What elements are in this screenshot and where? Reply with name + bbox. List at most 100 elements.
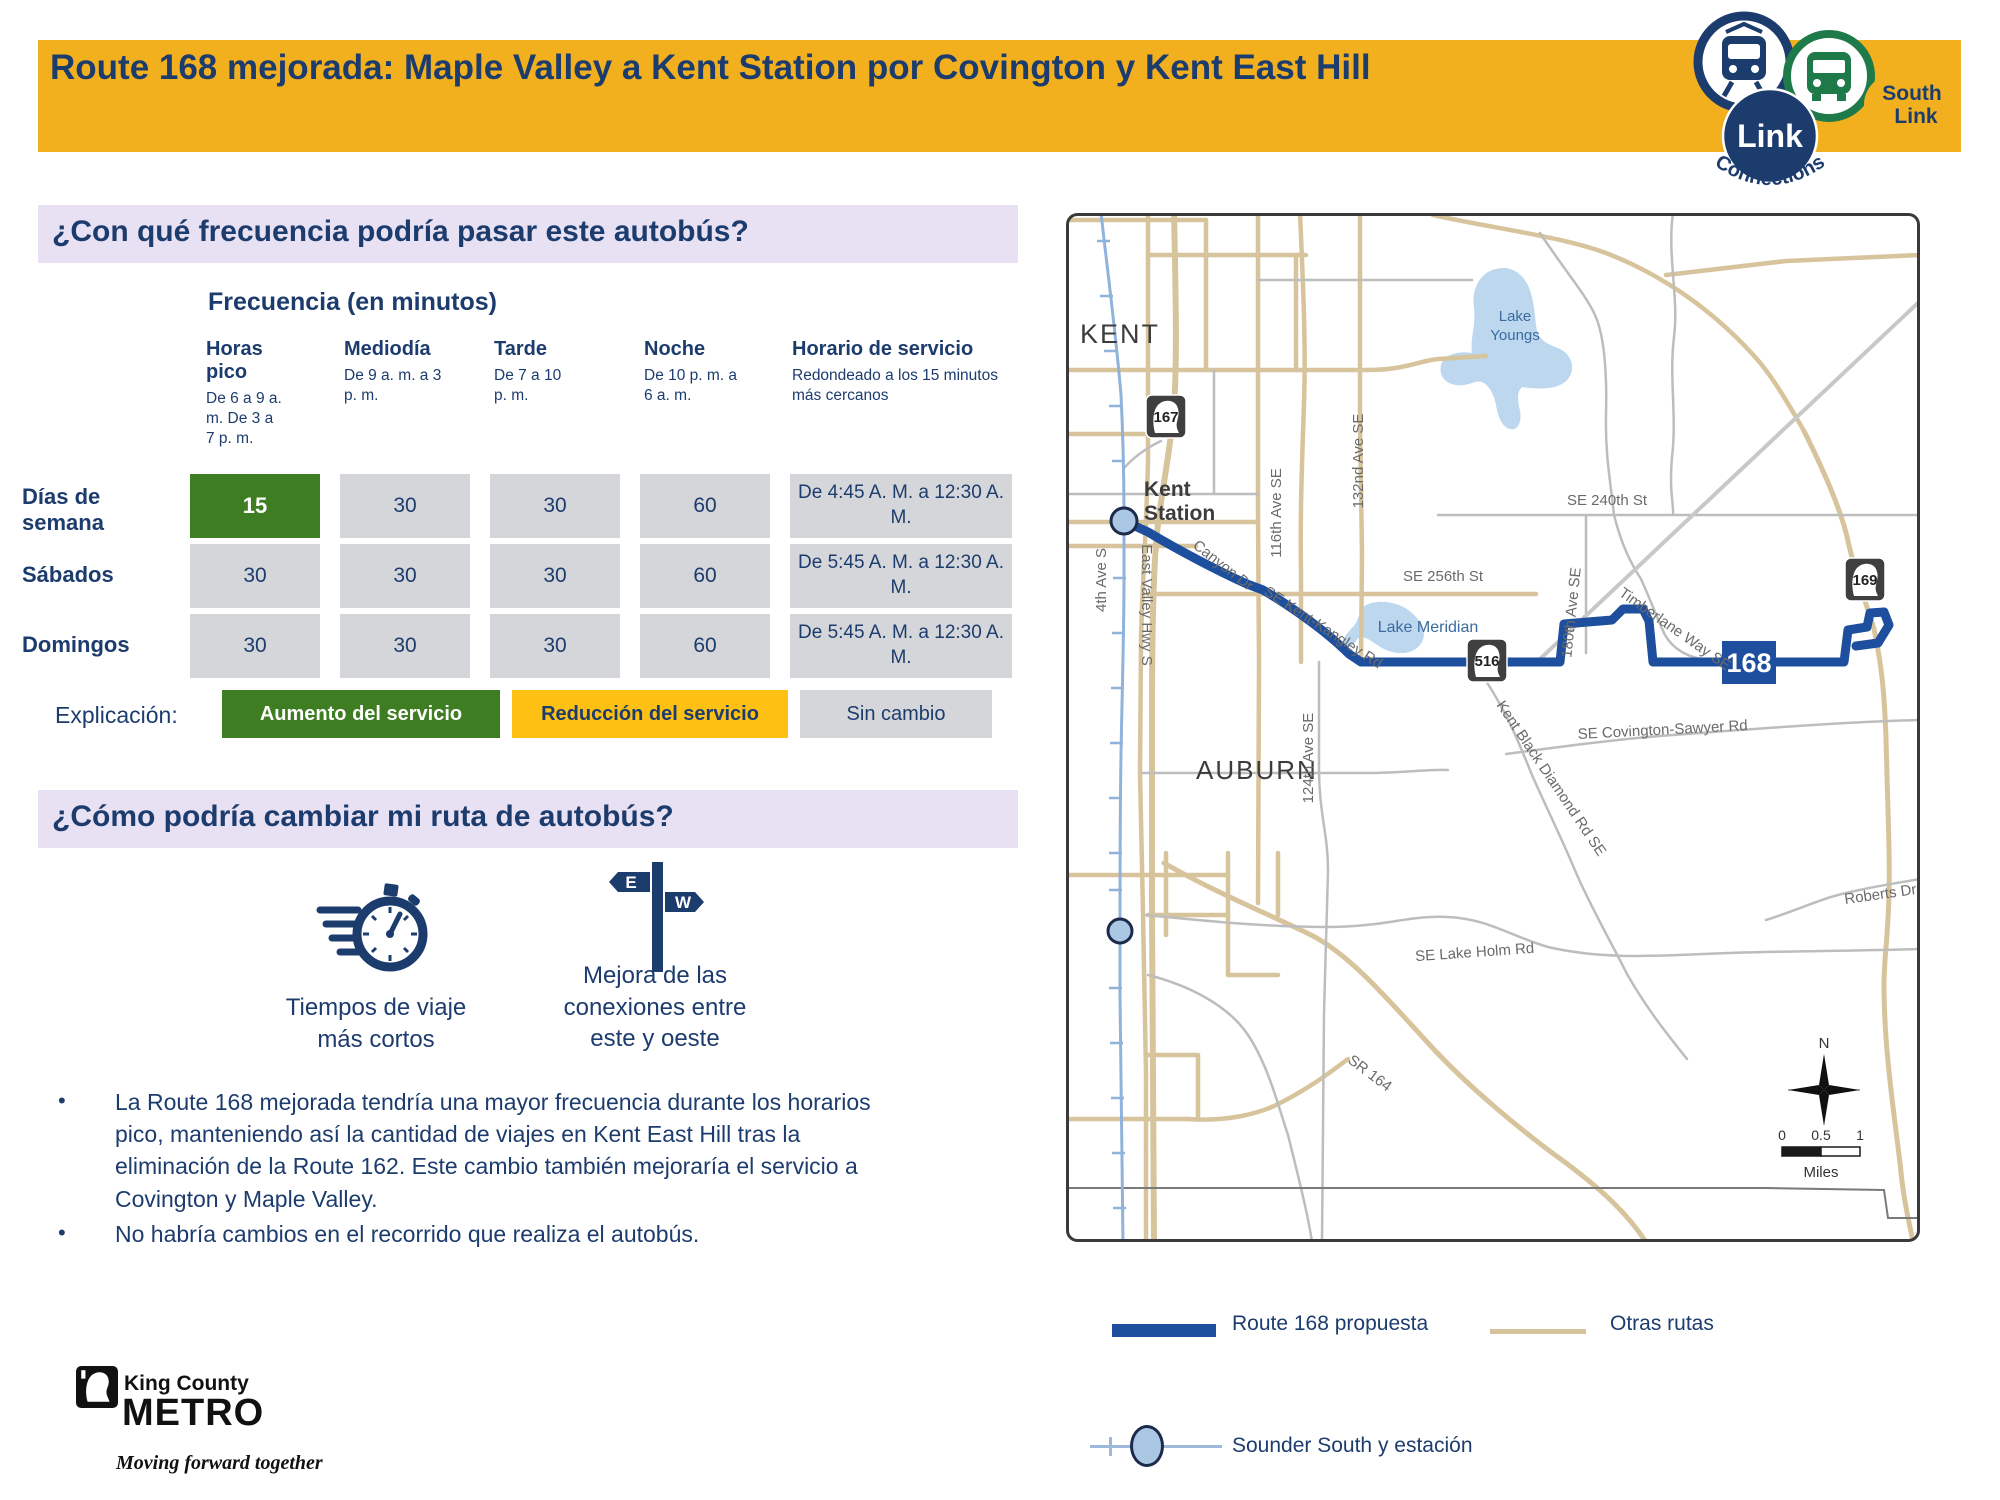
frequency-table-title: Frecuencia (en minutos) <box>208 288 497 316</box>
table-cell: 30 <box>340 474 470 538</box>
map-background <box>1067 214 1919 1241</box>
stopwatch-icon <box>316 883 428 972</box>
note-item: • No habría cambios en el recorrido que … <box>58 1218 890 1250</box>
svg-text:0: 0 <box>1778 1127 1786 1143</box>
header-banner <box>38 40 1961 152</box>
column-header-afternoon: Tarde De 7 a 10 p. m. <box>494 338 562 405</box>
legend-increase: Aumento del servicio <box>222 690 500 738</box>
route-168-swatch <box>1112 1324 1216 1337</box>
city-label-kent: KENT <box>1080 319 1160 349</box>
table-cell: 30 <box>340 614 470 678</box>
bus-icon <box>1783 30 1875 122</box>
map-legend-sounder-label: Sounder South y estación <box>1232 1434 1473 1457</box>
compass-north-label: N <box>1819 1035 1830 1052</box>
highway-shield-516: 516 <box>1466 638 1508 683</box>
boundary-line <box>1067 1187 1919 1219</box>
sounder-station-circle <box>1130 1425 1164 1467</box>
road-label-132nd: 132nd Ave SE <box>1350 414 1367 509</box>
table-cell: 60 <box>640 544 770 608</box>
row-label-weekdays: Días de semana <box>22 484 104 536</box>
sounder-station-symbol <box>1090 1424 1230 1470</box>
road-label-240th: SE 240th St <box>1567 492 1648 509</box>
frequency-heading: ¿Con qué frecuencia podría pasar este au… <box>52 215 749 248</box>
highway-18-road <box>1538 299 1919 661</box>
benefit-caption-travel-times: Tiempos de viaje más cortos <box>285 994 467 1053</box>
road-label-4th-ave: 4th Ave S <box>1093 548 1110 612</box>
lake-youngs-label-1: Lake <box>1499 308 1532 325</box>
svg-text:Miles: Miles <box>1803 1164 1838 1181</box>
south-link-text-1: South <box>1882 82 1941 105</box>
link-badge: Link <box>1721 87 1819 185</box>
kent-station-marker <box>1109 506 1139 536</box>
road-label-256th: SE 256th St <box>1403 568 1484 585</box>
route-map: 167 169 516 168 KENT AUBURN Kent Station <box>1066 213 1920 1242</box>
column-header-span: Horario de servicio Redondeado a los 15 … <box>792 338 998 405</box>
table-cell: 30 <box>490 544 620 608</box>
svg-text:0.5: 0.5 <box>1811 1127 1831 1143</box>
svg-text:516: 516 <box>1474 653 1499 670</box>
table-cell: 30 <box>190 544 320 608</box>
legend-label: Explicación: <box>55 702 178 728</box>
road-label-116th: 116th Ave SE <box>1268 468 1285 558</box>
city-label-auburn: AUBURN <box>1196 755 1318 785</box>
row-label-sundays: Domingos <box>22 632 130 657</box>
link-text: Link <box>1737 118 1803 154</box>
legend-no-change: Sin cambio <box>800 690 992 738</box>
svg-text:167: 167 <box>1153 409 1178 426</box>
table-cell: 30 <box>340 544 470 608</box>
road-label-124th: 124th Ave SE <box>1300 713 1317 804</box>
king-county-label: King County <box>124 1372 249 1395</box>
west-sign <box>665 892 704 912</box>
bullet-icon: • <box>58 1220 66 1245</box>
changes-section-heading-bar: ¿Cómo podría cambiar mi ruta de autobús? <box>38 790 1018 848</box>
legend-reduction: Reducción del servicio <box>512 690 788 738</box>
column-header-midday: Mediodía De 9 a. m. a 3 p. m. <box>344 338 442 405</box>
lake-meridian-label: Lake Meridian <box>1378 619 1479 636</box>
table-cell: 60 <box>640 474 770 538</box>
sounder-tick <box>1109 1437 1112 1456</box>
metro-label: METRO <box>122 1392 265 1434</box>
scale-bar: 0 0.5 1 Miles <box>1778 1127 1864 1181</box>
row-label-saturdays: Sábados <box>22 562 114 587</box>
table-cell: 30 <box>190 614 320 678</box>
map-roads-other <box>1067 214 1919 1241</box>
route-168-badge: 168 <box>1722 641 1776 684</box>
table-cell: 60 <box>640 614 770 678</box>
svg-text:168: 168 <box>1726 648 1771 678</box>
sounder-rail-line <box>1097 214 1126 1241</box>
south-link-text-2: Link <box>1894 105 1937 128</box>
map-frame <box>1066 213 1920 1242</box>
table-cell: 30 <box>490 474 620 538</box>
highway-shield-167: 167 <box>1145 394 1187 439</box>
lake-shapes <box>1343 268 1573 654</box>
east-sign <box>609 872 650 892</box>
changes-heading: ¿Cómo podría cambiar mi ruta de autobús? <box>52 800 674 833</box>
table-cell: 30 <box>490 614 620 678</box>
column-header-night: Noche De 10 p. m. a 6 a. m. <box>644 338 738 405</box>
link-connections-logo: South Link Link Connections <box>1693 11 1960 190</box>
compass-rose: N <box>1788 1035 1860 1126</box>
map-legend-route-label: Route 168 propuesta <box>1232 1312 1429 1335</box>
road-label-east-valley: East Valley Hwy S <box>1138 544 1155 665</box>
page-title: Route 168 mejorada: Maple Valley a Kent … <box>50 48 1371 87</box>
note-item: • La Route 168 mejorada tendría una mayo… <box>58 1086 890 1215</box>
svg-text:1: 1 <box>1856 1127 1864 1143</box>
route-168-line <box>1119 516 1894 667</box>
other-routes-swatch <box>1490 1329 1586 1334</box>
king-county-icon <box>76 1366 118 1408</box>
highway-shield-169: 169 <box>1844 557 1886 602</box>
map-legend-other-label: Otras rutas <box>1610 1312 1714 1335</box>
tagline: Moving forward together <box>116 1452 323 1474</box>
column-header-peak: Horas pico De 6 a 9 a. m. De 3 a 7 p. m. <box>206 338 282 448</box>
signpost-icon: E W <box>609 862 704 972</box>
bullet-icon: • <box>58 1088 66 1113</box>
kent-station-label-2: Station <box>1144 502 1215 525</box>
table-cell: De 5:45 A. M. a 12:30 A. M. <box>790 544 1012 608</box>
west-sign-letter: W <box>675 893 692 912</box>
frequency-section-heading-bar: ¿Con qué frecuencia podría pasar este au… <box>38 205 1018 263</box>
table-cell: De 5:45 A. M. a 12:30 A. M. <box>790 614 1012 678</box>
svg-text:169: 169 <box>1852 572 1877 589</box>
table-cell: 15 <box>190 474 320 538</box>
auburn-station-marker <box>1106 917 1134 945</box>
